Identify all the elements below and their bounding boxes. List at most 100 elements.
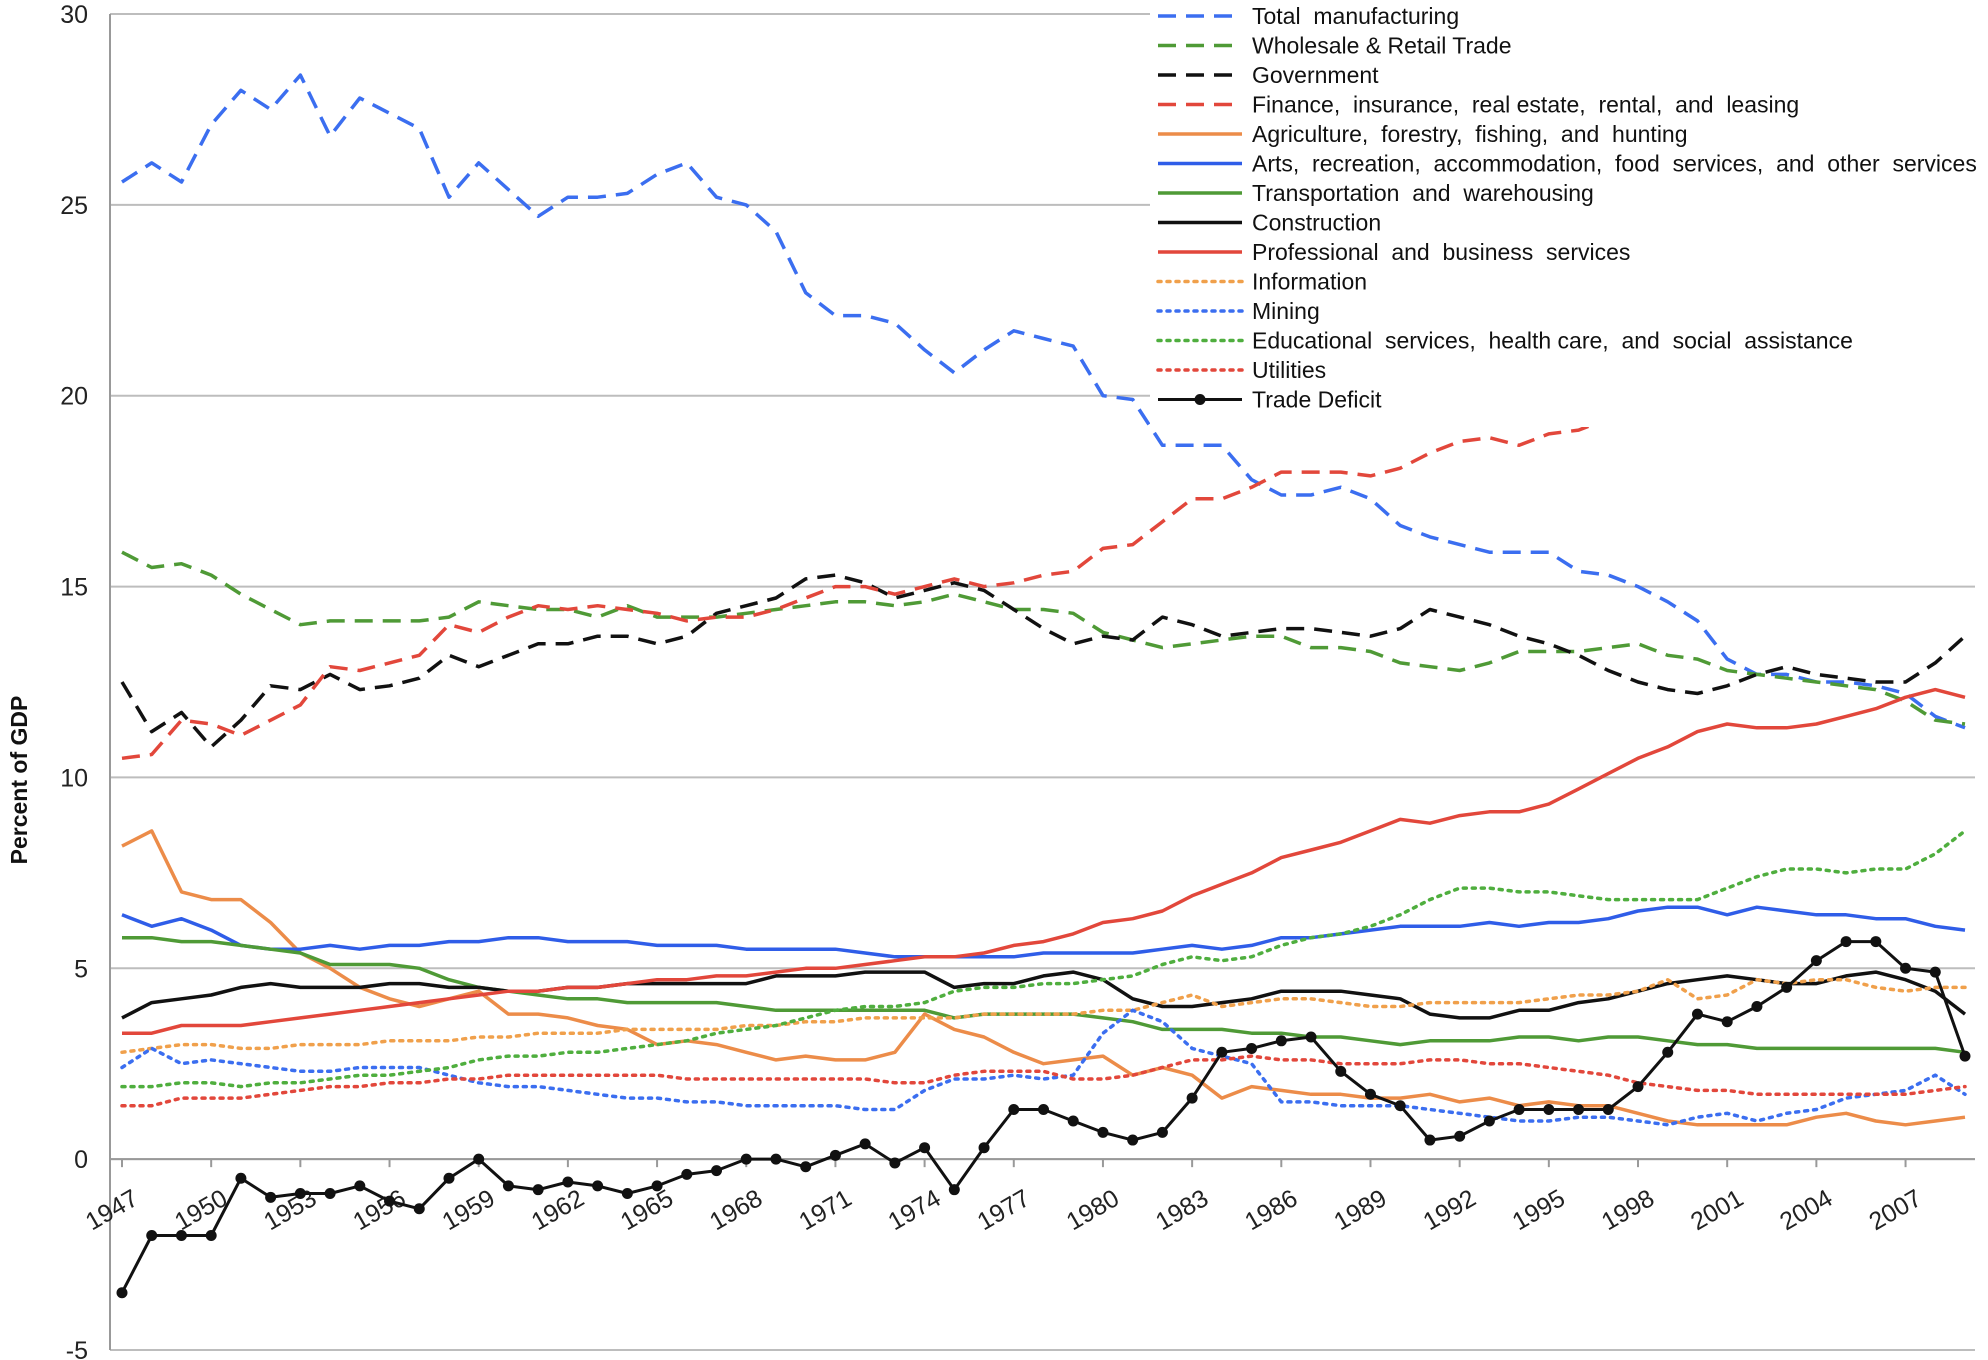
series-wholesale-retail-trade (121, 550, 1966, 726)
x-tick-label: 1995 (1508, 1184, 1570, 1236)
legend-label: Arts, recreation, accommodation, food se… (1252, 151, 1977, 177)
x-tick-label: 1974 (883, 1184, 945, 1236)
y-tick-label: 15 (60, 574, 88, 602)
y-tick-label: -5 (66, 1337, 88, 1360)
data-point (1781, 981, 1793, 993)
y-tick-label: 30 (60, 1, 88, 29)
data-point (1632, 1081, 1644, 1093)
data-point (829, 1149, 841, 1161)
data-point (1721, 1016, 1733, 1028)
legend-item: Wholesale & Retail Trade (1158, 33, 1512, 59)
data-point (1513, 1104, 1525, 1116)
data-point (175, 1229, 187, 1241)
x-tick-label: 1947 (81, 1184, 143, 1236)
data-point (235, 1172, 247, 1184)
x-tick-label: 1986 (1240, 1184, 1302, 1236)
series-line (120, 829, 1967, 1089)
legend-label: Wholesale & Retail Trade (1252, 33, 1512, 59)
data-point (1275, 1035, 1287, 1047)
legend-background (1150, 2, 1980, 427)
data-point (1186, 1092, 1198, 1104)
data-point (1394, 1100, 1406, 1112)
data-point (1156, 1126, 1168, 1138)
data-point (205, 1229, 217, 1241)
data-point (1959, 1050, 1971, 1062)
y-axis-title: Percent of GDP (6, 696, 32, 865)
legend-item: Government (1158, 62, 1379, 88)
series-line (120, 573, 1967, 749)
legend-label: Transportation and warehousing (1252, 180, 1594, 206)
data-point (1424, 1134, 1436, 1146)
data-point (800, 1161, 812, 1173)
series-professional-and-business-services (122, 687, 1966, 1035)
data-point (1573, 1104, 1585, 1116)
data-point (294, 1187, 306, 1199)
x-tick-label: 1968 (705, 1184, 767, 1236)
y-tick-label: 5 (74, 955, 88, 983)
legend-label: Government (1252, 62, 1379, 88)
legend-label: Total manufacturing (1252, 3, 1459, 29)
data-point (1127, 1134, 1139, 1146)
legend: Total manufacturing Wholesale & Retail Tr… (1150, 2, 1980, 427)
legend-item: Professional and business services (1158, 239, 1630, 265)
data-point (889, 1157, 901, 1169)
legend-item: Information (1156, 269, 1367, 295)
series-total-manufacturing (121, 73, 1966, 730)
legend-label: Utilities (1252, 357, 1326, 383)
x-tick-label: 1992 (1418, 1184, 1480, 1236)
data-point (592, 1180, 604, 1192)
data-point (770, 1153, 782, 1165)
data-point (1335, 1065, 1347, 1077)
series-line (122, 935, 1966, 1055)
data-point (532, 1184, 544, 1196)
x-tick-label: 1953 (259, 1184, 321, 1236)
series-information (120, 977, 1967, 1055)
x-tick-label: 2004 (1775, 1184, 1837, 1236)
series-agriculture-forestry-fishing-and-hunting (121, 829, 1966, 1127)
legend-item: Agriculture, forestry, fishing, and hunt… (1158, 121, 1688, 147)
data-point (1364, 1088, 1376, 1100)
x-tick-label: 1977 (973, 1184, 1035, 1236)
x-tick-label: 2001 (1686, 1184, 1748, 1236)
data-point (948, 1184, 960, 1196)
data-point (919, 1142, 931, 1154)
data-point (621, 1187, 633, 1199)
series-line (121, 73, 1966, 730)
legend-label: Professional and business services (1252, 239, 1630, 265)
data-point (859, 1138, 871, 1150)
data-point (1602, 1104, 1614, 1116)
x-tick-label: 1989 (1329, 1184, 1391, 1236)
data-point (1008, 1104, 1020, 1116)
data-point (1840, 936, 1852, 948)
series-line (121, 970, 1967, 1020)
data-point (1097, 1126, 1109, 1138)
legend-item: Utilities (1156, 357, 1326, 383)
legend-marker (1194, 394, 1206, 405)
data-point (681, 1168, 693, 1180)
legend-item: Mining (1156, 298, 1320, 324)
data-point (265, 1191, 277, 1203)
data-point (1870, 936, 1882, 948)
series-lines (116, 73, 1971, 1299)
x-tick-label: 1956 (348, 1184, 410, 1236)
series-line (121, 550, 1966, 726)
series-utilities (120, 1054, 1967, 1108)
data-point (1483, 1115, 1495, 1127)
series-line (121, 829, 1966, 1127)
legend-item: Construction (1158, 210, 1381, 236)
data-point (711, 1165, 723, 1177)
legend-item: Total manufacturing (1158, 3, 1459, 29)
data-point (651, 1180, 663, 1192)
series-line (120, 977, 1967, 1055)
legend-item: Finance, insurance, real estate, rental,… (1158, 92, 1799, 118)
y-tick-label: 20 (60, 383, 88, 411)
legend-item: Trade Deficit (1158, 387, 1382, 413)
series-line (120, 940, 1967, 1294)
series-government (120, 573, 1967, 749)
series-transportation-and-warehousing (122, 935, 1966, 1055)
series-arts-recreation-accommodation-food-services-and-other-services (121, 905, 1966, 959)
data-point (443, 1172, 455, 1184)
data-point (354, 1180, 366, 1192)
